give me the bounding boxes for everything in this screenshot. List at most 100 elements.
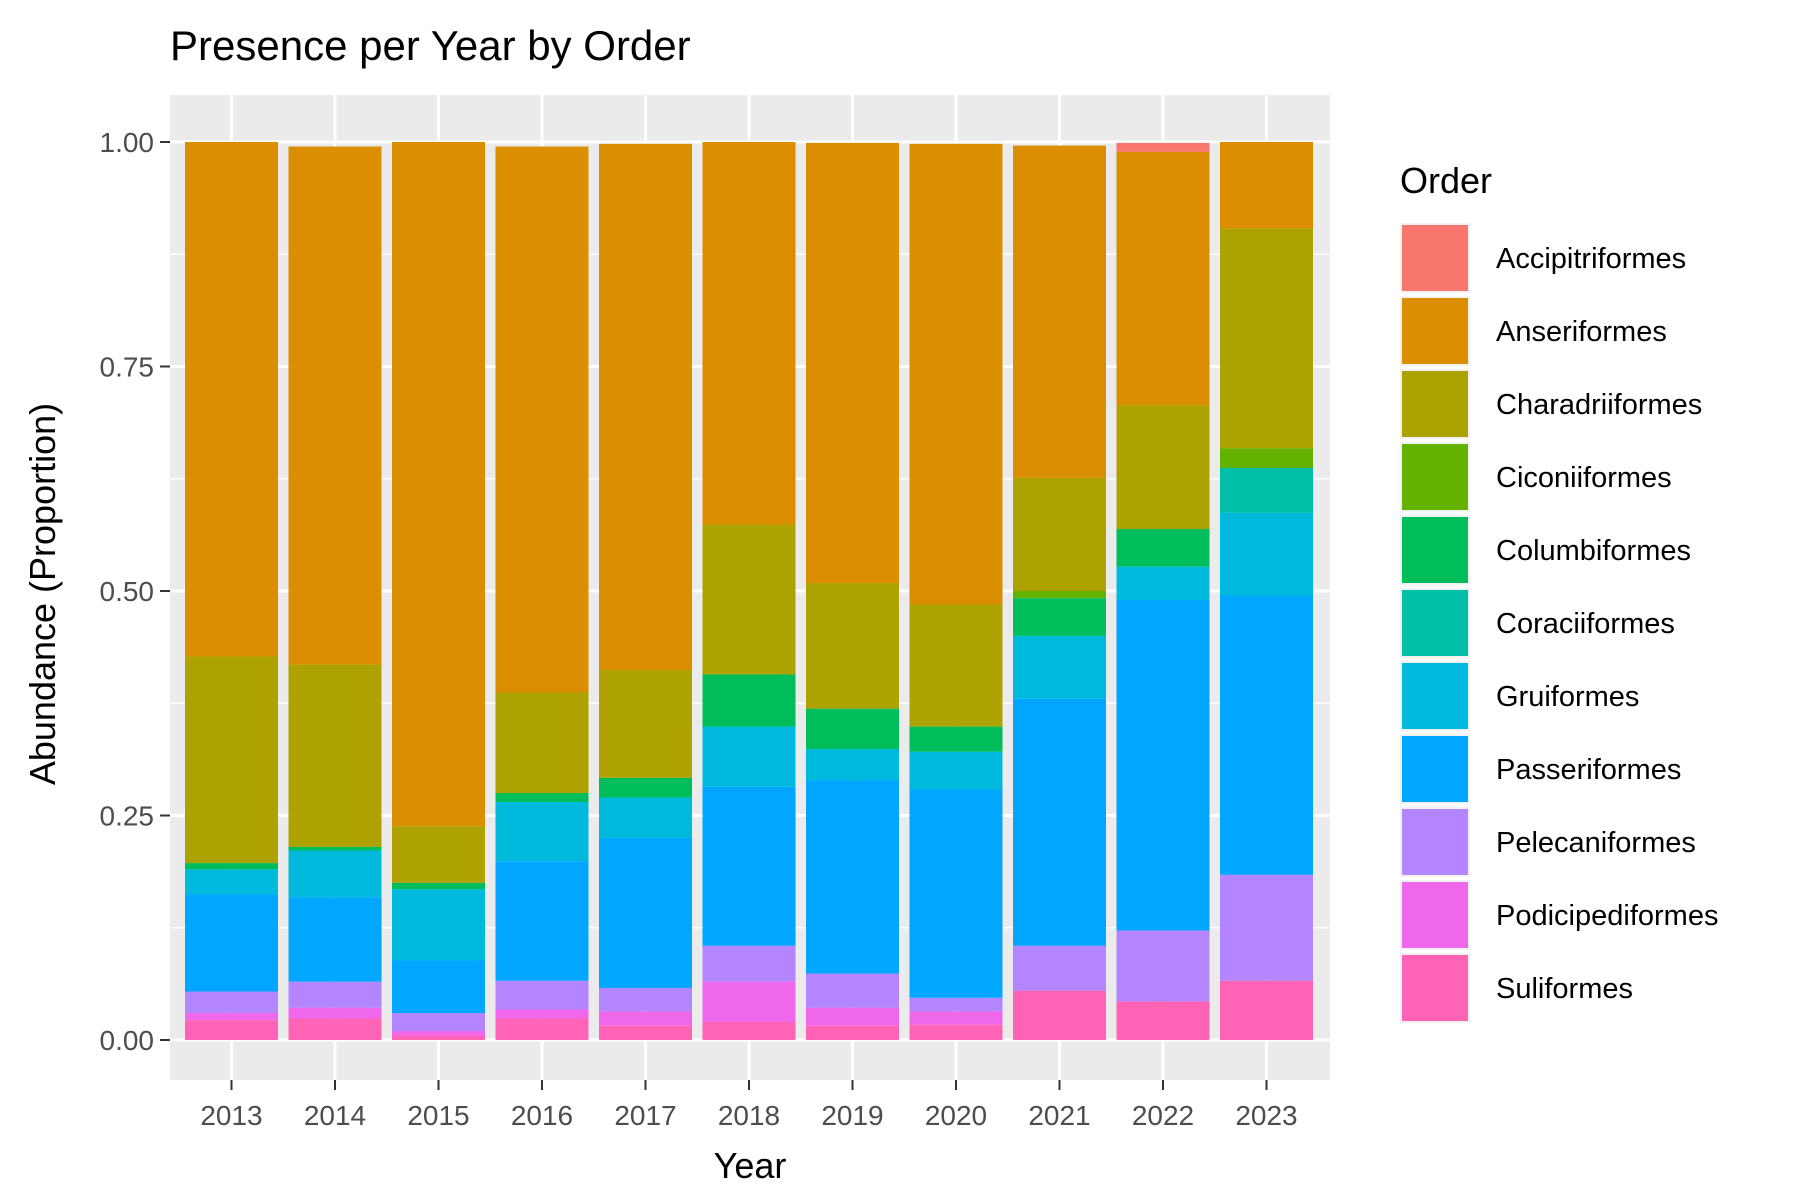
x-tick-label: 2020 (925, 1100, 987, 1131)
legend-label: Gruiformes (1496, 681, 1639, 713)
bar-segment (1116, 599, 1210, 931)
bar-segment (392, 142, 485, 827)
bar-segment (599, 837, 692, 988)
bar-segment (288, 897, 382, 982)
bar-segment (1220, 142, 1313, 229)
legend-key-swatch (1402, 225, 1468, 291)
bar-segment (185, 894, 278, 992)
bar-segment (702, 524, 796, 675)
x-tick-label: 2017 (614, 1100, 676, 1131)
bar-segment (495, 861, 589, 981)
bar-segment (495, 793, 589, 803)
bar-segment (495, 692, 589, 794)
bar-segment (185, 1020, 278, 1040)
bar-segment (392, 889, 485, 961)
legend-key-swatch (1402, 663, 1468, 729)
bar-segment (1220, 874, 1313, 981)
bar-segment (702, 674, 796, 727)
bar-segment (806, 708, 899, 750)
bar-segment (1116, 1001, 1210, 1040)
bar-segment (909, 1024, 1003, 1040)
x-tick-label: 2018 (718, 1100, 780, 1131)
bar-segment (1013, 145, 1106, 478)
bar-segment (1116, 566, 1210, 600)
x-tick-label: 2014 (304, 1100, 366, 1131)
bar-segment (288, 846, 382, 851)
bar-segment (495, 146, 589, 693)
bar-segment (806, 1025, 899, 1040)
legend-key-swatch (1402, 298, 1468, 364)
bar-segment (495, 1009, 589, 1019)
bar-segment (702, 142, 796, 525)
legend-label: Suliformes (1496, 973, 1633, 1005)
bar-segment (1220, 980, 1313, 1040)
bar-segment (1220, 512, 1313, 596)
x-tick-label: 2013 (200, 1100, 262, 1131)
legend-key-swatch (1402, 371, 1468, 437)
bar-segment (599, 1025, 692, 1040)
bar-segment (185, 656, 278, 864)
legend-label: Coraciiformes (1496, 608, 1675, 640)
bar-segment (1013, 990, 1106, 1040)
bar-segment (909, 143, 1003, 605)
bar-segment (185, 1013, 278, 1021)
bar-segment (185, 991, 278, 1014)
bar-segment (1013, 635, 1106, 699)
bar-segment (288, 1018, 382, 1040)
bar-segment (702, 1022, 796, 1040)
bar-segment (185, 869, 278, 895)
bar-segment (185, 863, 278, 870)
legend-label: Anseriformes (1496, 316, 1667, 348)
y-tick-label: 0.75 (100, 352, 155, 383)
bar-segment (909, 1011, 1003, 1025)
y-axis-title: Abundance (Proportion) (22, 403, 63, 785)
bar-segment (392, 1031, 485, 1036)
bar-segment (702, 726, 796, 787)
bar-segment (495, 802, 589, 862)
bar-segment (1220, 595, 1313, 875)
x-tick-label: 2015 (407, 1100, 469, 1131)
bar-segment (806, 749, 899, 781)
legend-key-swatch (1402, 590, 1468, 656)
legend-label: Podicipediformes (1496, 900, 1718, 932)
bar-segment (599, 670, 692, 778)
legend-label: Accipitriformes (1496, 243, 1686, 275)
legend-key-swatch (1402, 955, 1468, 1021)
bar-segment (1013, 945, 1106, 991)
bar-segment (702, 945, 796, 982)
bar-segment (288, 850, 382, 898)
bar-segment (1116, 142, 1210, 152)
bar-segment (599, 1011, 692, 1026)
bar-segment (1116, 529, 1210, 567)
legend-title: Order (1400, 160, 1492, 201)
bar-segment (288, 664, 382, 847)
bar-segment (1013, 477, 1106, 591)
axes: 0.00 0.25 0.50 0.75 1.00 2013 2014 2015 2016 2017… (100, 127, 1298, 1131)
legend-label: Pelecaniformes (1496, 827, 1696, 859)
legend-label: Charadriiformes (1496, 389, 1702, 421)
bar-segment (909, 604, 1003, 727)
bar-segment (599, 777, 692, 798)
y-tick-label: 0.25 (100, 801, 155, 832)
bars (185, 142, 1313, 1040)
bar-segment (495, 1018, 589, 1040)
legend-key-swatch (1402, 882, 1468, 948)
bar-segment (806, 1007, 899, 1026)
bar-segment (392, 1035, 485, 1040)
bar-segment (1116, 405, 1210, 530)
bar-segment (1220, 467, 1313, 513)
bar-segment (1220, 448, 1313, 468)
bar-segment (909, 751, 1003, 790)
y-tick-label: 1.00 (100, 127, 155, 158)
bar-segment (288, 981, 382, 1008)
x-tick-label: 2021 (1028, 1100, 1090, 1131)
bar-segment (392, 960, 485, 1014)
bar-segment (599, 143, 692, 671)
legend-key-swatch (1402, 736, 1468, 802)
bar-segment (909, 789, 1003, 998)
bar-segment (599, 797, 692, 838)
bar-segment (495, 980, 589, 1010)
chart-title: Presence per Year by Order (170, 22, 691, 69)
